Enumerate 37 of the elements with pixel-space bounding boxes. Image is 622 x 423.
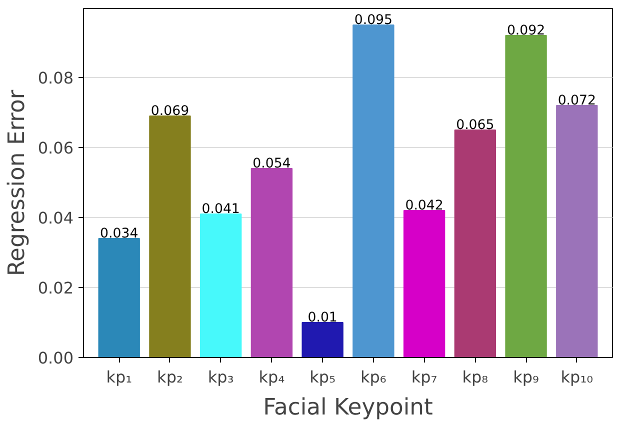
bar — [556, 104, 598, 358]
x-tick-label: kp₇ — [411, 368, 438, 386]
x-tick-label: kp₅ — [310, 368, 336, 386]
x-tick-label: kp₉ — [513, 368, 539, 386]
bar — [250, 168, 293, 358]
data-label: 0.069 — [150, 104, 190, 119]
bar — [352, 24, 394, 358]
x-tick-label: kp₈ — [462, 368, 488, 386]
data-label: 0.042 — [405, 198, 444, 214]
bar — [149, 115, 191, 358]
x-tick-label: kp₆ — [360, 368, 386, 386]
y-tick-label: 0.06 — [38, 138, 74, 158]
x-tick-label: kp₁₀ — [560, 368, 594, 386]
bar — [403, 210, 446, 358]
data-label: 0.092 — [506, 23, 546, 38]
bar — [505, 34, 547, 358]
data-label: 0.072 — [558, 93, 596, 108]
data-label: 0.034 — [100, 226, 138, 242]
data-label: 0.065 — [456, 118, 494, 133]
y-tick-label: 0.04 — [38, 208, 74, 228]
bar — [302, 322, 344, 358]
bar — [98, 238, 140, 358]
x-axis-title: Facial Keypoint — [263, 394, 434, 420]
data-label: 0.095 — [354, 12, 393, 28]
bar — [200, 213, 242, 358]
bar — [454, 129, 496, 358]
y-tick-label: 0.08 — [38, 68, 74, 88]
data-label: 0.041 — [202, 202, 240, 217]
x-tick-label: kp₁ — [106, 368, 132, 386]
data-label: 0.054 — [252, 156, 291, 172]
x-tick-label: kp₂ — [157, 368, 183, 386]
data-label: 0.01 — [308, 310, 338, 326]
x-tick-label: kp₃ — [208, 368, 234, 386]
y-tick-label: 0.02 — [38, 278, 74, 298]
y-tick-label: 0.00 — [38, 348, 74, 368]
x-tick-label: kp₄ — [258, 368, 285, 386]
y-axis-title: Regression Error — [4, 89, 30, 276]
